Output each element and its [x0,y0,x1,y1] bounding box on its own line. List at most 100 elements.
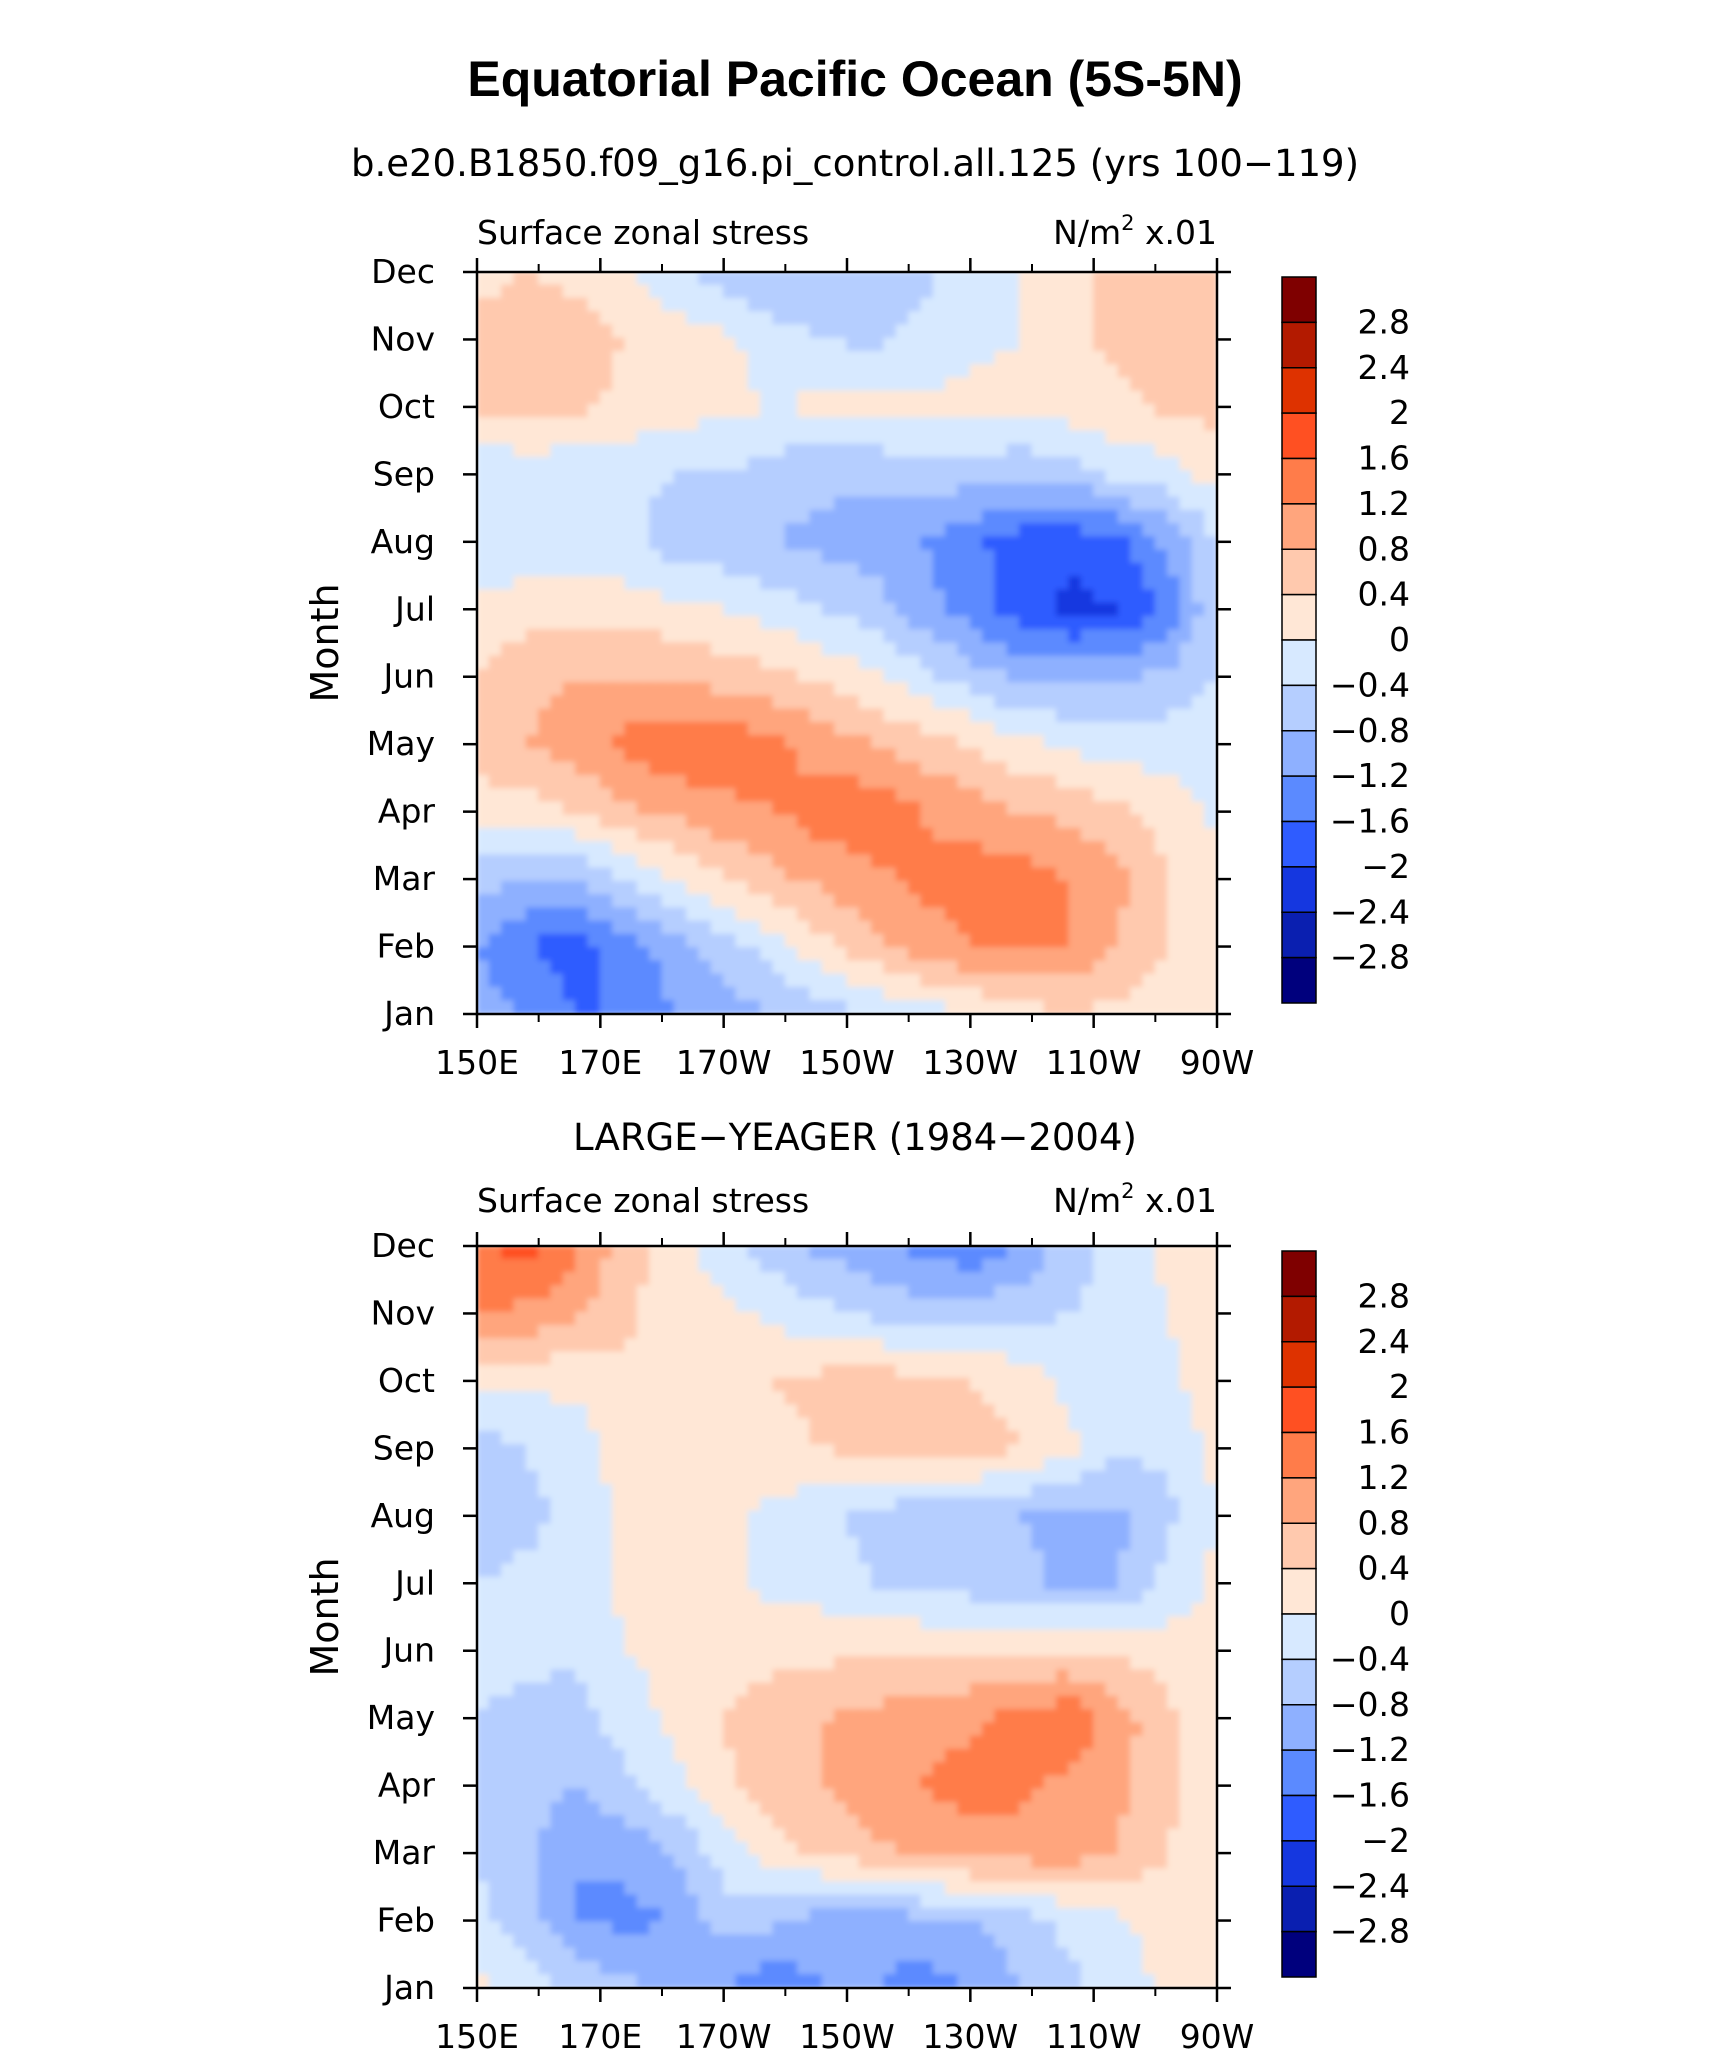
field-cell [994,920,1008,936]
field-cell [809,417,823,432]
field-cell [562,788,577,803]
field-cell [636,1285,651,1300]
field-cell [883,894,897,909]
field-cell [624,1470,638,1486]
field-cell [513,920,527,936]
field-cell [599,589,614,604]
field-cell [945,350,959,366]
field-cell [846,483,860,498]
field-cell [809,788,823,803]
field-cell [1167,324,1181,339]
field-cell [477,920,490,936]
field-cell [513,1444,527,1459]
field-cell [550,642,564,657]
field-cell [797,642,811,657]
field-cell [908,470,922,485]
field-cell [538,1536,552,1552]
field-cell [1043,1550,1058,1565]
field-cell [920,1324,934,1340]
field-cell [698,536,712,551]
field-cell [1080,1377,1095,1393]
field-cell [1068,509,1082,525]
field-cell [1204,1000,1217,1014]
field-cell [587,390,601,406]
field-cell [1019,1338,1033,1353]
field-cell [1043,1258,1058,1274]
field-cell [612,1430,626,1446]
field-cell [562,1430,577,1446]
field-cell [797,960,811,975]
field-cell [1179,1311,1193,1327]
field-cell [636,1258,651,1274]
field-cell [1043,920,1058,936]
field-cell [723,1497,737,1512]
field-cell [575,1470,589,1486]
field-cell [932,814,947,830]
field-cell [883,814,897,830]
field-cell [587,456,601,472]
field-cell [501,562,515,578]
field-cell [982,668,996,684]
field-cell [982,311,996,326]
field-cell [871,1523,885,1539]
field-cell [562,1000,577,1014]
field-cell [525,748,540,763]
field-cell [871,1563,885,1578]
field-cell [1093,894,1107,909]
field-cell [1142,1285,1156,1300]
field-cell [1056,695,1070,710]
field-cell [1043,549,1058,565]
field-cell [821,1550,836,1565]
field-cell [562,721,577,737]
field-cell [969,1338,984,1353]
field-cell [698,827,712,843]
field-cell [1105,960,1119,975]
field-cell [920,986,934,1002]
field-cell [834,1338,848,1353]
field-cell [1105,1417,1119,1433]
field-cell [821,1404,836,1419]
field-cell [488,417,503,432]
field-cell [1043,1324,1058,1340]
field-cell [624,509,638,525]
field-cell [1043,1404,1058,1419]
field-cell [550,1483,564,1499]
field-cell [698,483,712,498]
field-cell [735,761,749,777]
field-cell [809,272,823,286]
field-cell [871,1377,885,1393]
field-cell [513,1536,527,1552]
field-cell [587,1000,601,1014]
field-cell [1179,456,1193,472]
field-cell [501,1298,515,1313]
field-cell [673,827,688,843]
field-cell [871,920,885,936]
field-cell [723,1285,737,1300]
field-cell [723,509,737,525]
field-cell [760,735,774,750]
field-cell [636,1364,651,1380]
field-cell [834,311,848,326]
field-cell [982,721,996,737]
field-cell [760,1497,774,1512]
field-cell [723,1430,737,1446]
field-cell [760,774,774,790]
field-cell [932,1351,947,1366]
field-cell [747,324,762,339]
field-cell [871,403,885,419]
field-cell [538,973,552,989]
field-cell [501,324,515,339]
field-cell [698,1563,712,1578]
field-cell [698,1351,712,1366]
field-cell [920,364,934,379]
field-cell [957,1285,971,1300]
field-cell [599,377,614,392]
field-cell [932,1258,947,1274]
field-cell [1191,642,1206,657]
field-cell [538,1285,552,1300]
field-cell [488,1563,503,1578]
field-cell [649,589,663,604]
field-cell [1204,1497,1217,1512]
field-cell [1154,443,1169,459]
field-cell [809,642,823,657]
